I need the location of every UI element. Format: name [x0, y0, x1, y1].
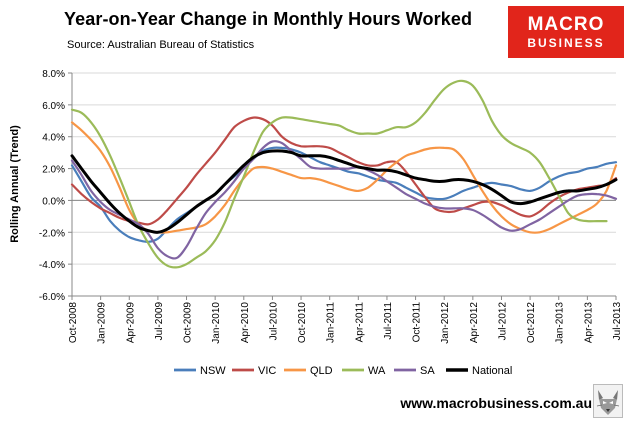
- macrobusiness-logo[interactable]: MACRO BUSINESS: [508, 6, 624, 58]
- series-line-nsw: [70, 146, 618, 243]
- chart-source: Source: Australian Bureau of Statistics: [67, 39, 255, 51]
- x-tick-label: Jan-2010: [211, 302, 222, 344]
- x-tick-label: Oct-2008: [68, 302, 79, 344]
- x-tick-label: Apr-2013: [583, 302, 594, 344]
- series-line-sa: [70, 140, 618, 260]
- x-tick-label: Jan-2011: [326, 302, 337, 343]
- y-tick-label: 2.0%: [42, 165, 65, 176]
- series-lines: [70, 79, 618, 269]
- legend-label: WA: [368, 365, 386, 377]
- line-chart: -6.0% -4.0% -2.0% 0.0% 2.0% 4.0% 6.0% 8.0% Oct-…: [9, 69, 623, 377]
- series-line-vic: [70, 116, 618, 226]
- legend-item-nsw[interactable]: NSW: [174, 365, 226, 377]
- legend-label: SA: [420, 365, 435, 377]
- x-tick-labels: Oct-2008 Jan-2009 Apr-2009 Jul-2009 Oct-2009…: [68, 302, 623, 344]
- y-tick-label: 4.0%: [42, 133, 65, 144]
- legend: NSW VIC QLD WA SA National: [174, 365, 512, 377]
- logo-text-business: BUSINESS: [527, 36, 605, 50]
- website-url[interactable]: www.macrobusiness.com.au: [400, 395, 592, 411]
- y-tick-label: -4.0%: [39, 260, 65, 271]
- x-tick-label: Apr-2009: [125, 302, 136, 344]
- legend-label: National: [472, 365, 512, 377]
- legend-label: VIC: [258, 365, 276, 377]
- x-tick-label: Oct-2009: [183, 302, 194, 344]
- x-tick-label: Oct-2010: [297, 302, 308, 344]
- series-line-qld: [70, 121, 618, 234]
- x-tick-label: Apr-2012: [469, 302, 480, 344]
- x-tick-label: Jul-2009: [154, 302, 165, 341]
- y-tick-label: 0.0%: [42, 196, 65, 207]
- legend-item-national[interactable]: National: [446, 365, 512, 377]
- x-tick-label: Apr-2011: [354, 302, 365, 343]
- legend-label: NSW: [200, 365, 226, 377]
- legend-item-sa[interactable]: SA: [394, 365, 435, 377]
- x-tick-label: Oct-2011: [412, 302, 423, 343]
- y-tick-label: 6.0%: [42, 101, 65, 112]
- x-tick-label: Jan-2012: [440, 302, 451, 344]
- x-tick-label: Jul-2010: [268, 302, 279, 341]
- y-tick-label: 8.0%: [42, 69, 65, 80]
- y-axis-title: Rolling Annual (Trend): [9, 125, 21, 243]
- wolf-icon: [593, 384, 623, 418]
- x-tick-label: Jan-2009: [97, 302, 108, 344]
- y-tick-label: -2.0%: [39, 228, 65, 239]
- legend-label: QLD: [310, 365, 333, 377]
- y-tick-labels: -6.0% -4.0% -2.0% 0.0% 2.0% 4.0% 6.0% 8.0%: [39, 69, 65, 303]
- x-tick-label: Jan-2013: [555, 302, 566, 344]
- logo-text-macro: MACRO: [527, 14, 605, 35]
- x-tick-label: Oct-2012: [526, 302, 537, 344]
- y-tick-label: -6.0%: [39, 292, 65, 303]
- chart-title: Year-on-Year Change in Monthly Hours Wor…: [64, 9, 473, 29]
- x-tick-label: Jul-2011: [383, 302, 394, 340]
- gridlines: [72, 72, 616, 297]
- series-line-wa: [70, 79, 608, 269]
- legend-item-vic[interactable]: VIC: [232, 365, 276, 377]
- legend-item-qld[interactable]: QLD: [284, 365, 333, 377]
- legend-item-wa[interactable]: WA: [342, 365, 386, 377]
- x-tick-label: Jul-2013: [612, 302, 623, 341]
- x-tick-label: Jul-2012: [497, 302, 508, 341]
- x-tick-label: Apr-2010: [240, 302, 251, 344]
- series-line-national: [70, 149, 618, 234]
